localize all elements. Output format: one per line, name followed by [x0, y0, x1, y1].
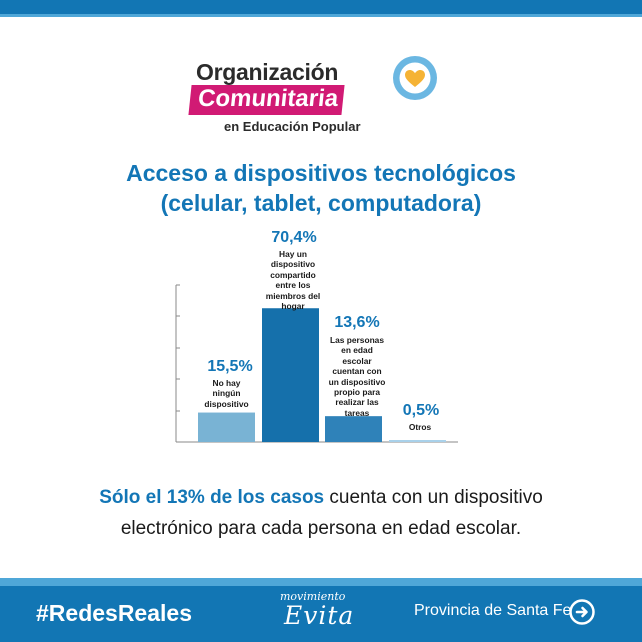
bar-description-line: ningún — [212, 388, 241, 399]
bar-description-3: Las personas en edad escolar cuentan con un … — [326, 335, 388, 418]
bar-description-line: cuentan con — [332, 366, 382, 377]
bar-description-line: tareas — [344, 407, 370, 418]
bar-description-line: No hay — [212, 378, 241, 388]
bar-description-line: Las personas — [330, 335, 384, 345]
footer-bar — [0, 586, 642, 642]
chart-heading: Acceso a dispositivos tecnológicos (celu… — [0, 158, 642, 218]
bar-description-2: Hay un dispositivo compartido entre los miem… — [262, 249, 324, 311]
province-label: Provincia de Santa Fe — [414, 602, 572, 619]
chart-bar-1 — [198, 412, 255, 442]
top-accent-bar — [0, 0, 642, 14]
bar-description-line: en edad — [341, 345, 373, 356]
chart-bar-3 — [325, 416, 382, 442]
bar-description-4: Otros — [389, 422, 451, 432]
bar-value-label-4: 0,5% — [402, 402, 440, 419]
footer-stripe — [0, 578, 642, 586]
summary-line-2: electrónico para cada persona en edad es… — [120, 518, 522, 539]
brand-big-label: Evita — [284, 601, 355, 630]
heading-line-1: Acceso a dispositivos tecnológicos — [126, 160, 516, 186]
organizacion-comunitaria-logo: Organización Comunitaria en Educación Po… — [188, 55, 460, 145]
summary-highlight-2: 13% de los casos — [166, 487, 325, 508]
brand-small-label: movimiento — [280, 590, 346, 603]
summary-line-1: Sólo el 13% de los casos cuenta con un d… — [0, 482, 642, 513]
logo-line-3: en Educación Popular — [224, 119, 361, 134]
heading-line-2: (celular, tablet, computadora) — [160, 190, 482, 216]
bar-description-line: dispositivo — [270, 259, 316, 270]
summary-rest-1: cuenta con un dispositivo — [329, 487, 543, 508]
heart-badge-icon — [393, 56, 437, 100]
chart-bar-2 — [262, 308, 319, 442]
bar-value-label-1: 15,5% — [207, 358, 253, 375]
arrow-right-circle-icon[interactable] — [569, 599, 595, 625]
bar-description-line: escolar — [342, 355, 372, 366]
bar-description-line: compartido — [270, 269, 316, 280]
summary-highlight-1: Sólo el — [99, 487, 162, 508]
bar-description-line: un dispositivo — [328, 376, 386, 387]
top-accent-stripe — [0, 14, 642, 17]
bar-description-line: realizar las — [335, 397, 379, 408]
logo-line-1: Organización — [196, 59, 339, 85]
chart-bar-4 — [389, 440, 446, 442]
bar-value-label-3: 13,6% — [334, 314, 380, 331]
bar-description-line: Otros — [408, 422, 432, 432]
bar-description-line: dispositivo — [204, 398, 249, 409]
summary-text: Sólo el 13% de los casos cuenta con un d… — [0, 482, 642, 544]
bar-value-label-2: 70,4% — [271, 229, 317, 246]
bar-description-line: miembros del — [265, 290, 321, 301]
bar-description-line: Hay un — [279, 249, 307, 259]
bar-description-line: hogar — [281, 301, 305, 312]
bar-description-line: entre los — [275, 280, 311, 291]
bar-description-1: No hay ningún dispositivo — [198, 378, 255, 409]
hashtag-label: #RedesReales — [36, 600, 192, 626]
bar-description-line: propio para — [333, 387, 381, 398]
